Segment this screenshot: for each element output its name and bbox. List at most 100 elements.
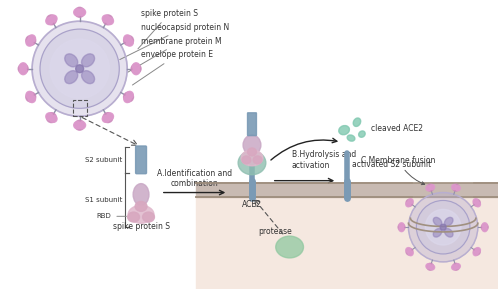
Ellipse shape xyxy=(434,229,442,237)
Circle shape xyxy=(408,199,413,204)
Circle shape xyxy=(28,35,35,42)
Circle shape xyxy=(406,202,411,207)
Circle shape xyxy=(476,202,480,207)
Text: C.Membrane fusion: C.Membrane fusion xyxy=(362,156,436,185)
Circle shape xyxy=(406,199,413,206)
Text: spike protein S: spike protein S xyxy=(138,9,198,49)
Circle shape xyxy=(398,224,405,231)
Circle shape xyxy=(78,9,86,16)
Circle shape xyxy=(452,263,460,270)
Circle shape xyxy=(106,18,114,25)
Circle shape xyxy=(126,39,133,46)
Circle shape xyxy=(482,227,487,232)
Text: cleaved ACE2: cleaved ACE2 xyxy=(371,124,423,133)
Circle shape xyxy=(26,91,33,98)
Circle shape xyxy=(427,184,434,191)
Circle shape xyxy=(456,186,460,191)
Circle shape xyxy=(26,39,33,46)
Circle shape xyxy=(26,36,36,46)
Circle shape xyxy=(124,96,131,103)
Circle shape xyxy=(476,248,480,253)
Circle shape xyxy=(18,64,28,74)
Text: S1 subunit: S1 subunit xyxy=(86,197,122,203)
Circle shape xyxy=(430,184,434,189)
Text: spike protein S: spike protein S xyxy=(112,222,170,231)
Circle shape xyxy=(78,122,86,129)
Text: A.Identification and
combination: A.Identification and combination xyxy=(157,169,232,188)
Circle shape xyxy=(426,209,461,245)
Circle shape xyxy=(126,91,133,98)
Circle shape xyxy=(440,224,446,230)
Circle shape xyxy=(452,184,456,189)
Bar xyxy=(196,197,498,289)
Text: RBD: RBD xyxy=(96,213,126,219)
Circle shape xyxy=(26,92,36,102)
Circle shape xyxy=(74,122,80,129)
Ellipse shape xyxy=(128,205,154,223)
Text: protease: protease xyxy=(258,227,292,236)
Ellipse shape xyxy=(276,236,303,258)
Ellipse shape xyxy=(358,131,365,137)
Circle shape xyxy=(474,248,480,255)
Circle shape xyxy=(28,96,35,103)
Text: envelope protein E: envelope protein E xyxy=(132,50,213,85)
Circle shape xyxy=(50,39,110,98)
Circle shape xyxy=(482,223,487,228)
Circle shape xyxy=(456,264,460,269)
Ellipse shape xyxy=(128,212,140,222)
Ellipse shape xyxy=(238,151,266,175)
Ellipse shape xyxy=(444,217,453,226)
Ellipse shape xyxy=(338,126,349,135)
Text: membrane protein M: membrane protein M xyxy=(128,37,222,72)
Circle shape xyxy=(482,224,488,231)
Circle shape xyxy=(131,64,141,74)
Bar xyxy=(72,100,86,116)
Circle shape xyxy=(50,15,57,22)
Text: S2 subunit: S2 subunit xyxy=(86,157,122,163)
FancyBboxPatch shape xyxy=(248,113,256,136)
Text: ACE2: ACE2 xyxy=(242,200,262,209)
Circle shape xyxy=(124,35,131,42)
Circle shape xyxy=(474,199,480,206)
Circle shape xyxy=(76,65,84,73)
Ellipse shape xyxy=(241,150,263,166)
Circle shape xyxy=(46,15,56,25)
Circle shape xyxy=(427,263,434,270)
Ellipse shape xyxy=(142,212,154,222)
Circle shape xyxy=(46,18,52,25)
Circle shape xyxy=(399,223,404,228)
Circle shape xyxy=(416,200,470,254)
Circle shape xyxy=(40,29,119,108)
Ellipse shape xyxy=(253,156,262,164)
Ellipse shape xyxy=(242,156,251,164)
Circle shape xyxy=(74,120,85,130)
Circle shape xyxy=(452,265,456,270)
Ellipse shape xyxy=(243,135,261,155)
Ellipse shape xyxy=(64,54,78,67)
FancyBboxPatch shape xyxy=(136,146,146,174)
Circle shape xyxy=(124,92,134,102)
Circle shape xyxy=(46,113,52,120)
Ellipse shape xyxy=(353,118,360,126)
Circle shape xyxy=(106,113,114,120)
Circle shape xyxy=(408,251,413,256)
Ellipse shape xyxy=(347,135,355,141)
Circle shape xyxy=(103,15,113,25)
Circle shape xyxy=(20,63,26,70)
Circle shape xyxy=(32,21,127,116)
Circle shape xyxy=(132,68,140,75)
Ellipse shape xyxy=(248,148,256,156)
Circle shape xyxy=(452,184,460,191)
Circle shape xyxy=(46,113,56,123)
Circle shape xyxy=(430,265,434,270)
Ellipse shape xyxy=(64,71,78,84)
Circle shape xyxy=(408,193,478,262)
Circle shape xyxy=(399,227,404,232)
Ellipse shape xyxy=(434,217,442,226)
Text: activated S2 subunit: activated S2 subunit xyxy=(352,160,432,169)
Circle shape xyxy=(50,115,57,122)
Circle shape xyxy=(102,15,109,22)
Circle shape xyxy=(103,113,113,123)
Circle shape xyxy=(406,248,413,255)
Text: B.Hydrolysis and
activation: B.Hydrolysis and activation xyxy=(292,150,356,170)
